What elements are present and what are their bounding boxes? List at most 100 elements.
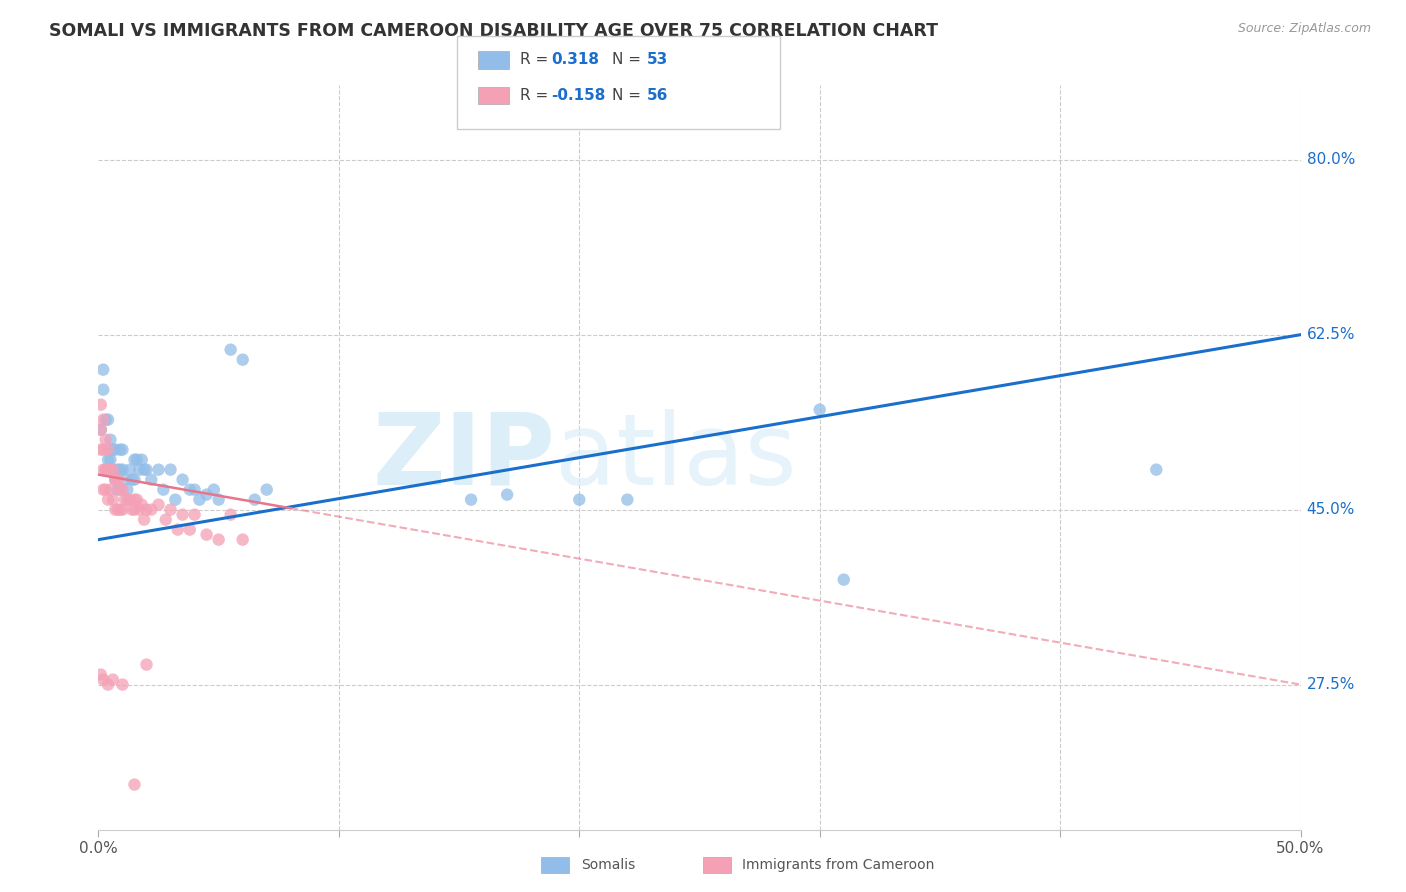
Point [232, 533, 254, 547]
Point [131, 452, 153, 467]
Point [100, 483, 122, 497]
Point [117, 483, 139, 497]
Point [97, 412, 120, 426]
Point [148, 498, 170, 512]
Point [166, 523, 188, 537]
Point [90, 398, 112, 412]
Text: 0.318: 0.318 [551, 53, 599, 67]
Point [91, 412, 114, 426]
Point [94, 433, 117, 447]
Text: Immigrants from Cameroon: Immigrants from Cameroon [742, 858, 935, 872]
Point [808, 402, 831, 417]
Text: 45.0%: 45.0% [1306, 502, 1355, 517]
Point [114, 473, 136, 487]
Point [202, 483, 225, 497]
Point [101, 463, 124, 477]
Text: R =: R = [520, 88, 554, 103]
Point [101, 492, 124, 507]
Point [232, 352, 254, 367]
Point [100, 433, 122, 447]
Point [107, 483, 129, 497]
Point [104, 502, 127, 516]
Point [108, 463, 131, 477]
Point [172, 508, 194, 522]
Point [104, 442, 127, 457]
Point [135, 463, 157, 477]
Point [94, 463, 117, 477]
Point [90, 423, 112, 437]
Point [94, 412, 117, 426]
Point [118, 492, 141, 507]
Point [148, 463, 170, 477]
Text: Source: ZipAtlas.com: Source: ZipAtlas.com [1237, 22, 1371, 36]
Point [108, 442, 131, 457]
Point [616, 492, 638, 507]
Point [90, 667, 112, 681]
Point [91, 483, 114, 497]
Point [256, 483, 278, 497]
Point [124, 452, 146, 467]
Point [94, 483, 117, 497]
Point [118, 463, 141, 477]
Point [114, 492, 136, 507]
Point [97, 463, 120, 477]
Point [111, 483, 134, 497]
Point [107, 502, 129, 516]
Point [124, 502, 146, 516]
Point [91, 673, 114, 687]
Point [1144, 463, 1167, 477]
Text: ZIP: ZIP [373, 409, 555, 506]
Point [132, 463, 155, 477]
Point [179, 483, 201, 497]
Point [141, 473, 163, 487]
Point [107, 463, 129, 477]
Text: 53: 53 [647, 53, 668, 67]
Point [135, 502, 157, 516]
Point [165, 492, 187, 507]
Point [111, 677, 134, 691]
Point [121, 473, 143, 487]
Point [100, 452, 122, 467]
Point [104, 473, 127, 487]
Point [128, 463, 150, 477]
Point [243, 492, 266, 507]
Point [188, 492, 211, 507]
Point [128, 502, 150, 516]
Text: 56: 56 [647, 88, 668, 103]
Point [132, 513, 155, 527]
Point [832, 573, 855, 587]
Point [208, 533, 231, 547]
Text: 27.5%: 27.5% [1306, 677, 1355, 692]
Point [111, 442, 134, 457]
Point [179, 523, 201, 537]
Point [125, 492, 148, 507]
Point [97, 442, 120, 457]
Point [219, 343, 242, 357]
Point [97, 492, 120, 507]
Point [219, 508, 242, 522]
Point [124, 778, 146, 792]
Point [125, 452, 148, 467]
Point [90, 442, 112, 457]
Text: atlas: atlas [555, 409, 797, 506]
Point [152, 483, 174, 497]
Point [97, 452, 120, 467]
Point [568, 492, 591, 507]
Point [108, 502, 131, 516]
Point [183, 508, 205, 522]
Text: 80.0%: 80.0% [1306, 153, 1355, 167]
Point [101, 673, 124, 687]
Point [108, 483, 131, 497]
Point [104, 473, 127, 487]
Point [97, 677, 120, 691]
Point [195, 527, 218, 541]
Text: -0.158: -0.158 [551, 88, 606, 103]
Point [159, 463, 181, 477]
Point [183, 483, 205, 497]
Point [208, 492, 231, 507]
Text: N =: N = [612, 53, 641, 67]
Point [101, 463, 124, 477]
Point [101, 442, 124, 457]
Point [131, 498, 153, 512]
Point [91, 383, 114, 397]
